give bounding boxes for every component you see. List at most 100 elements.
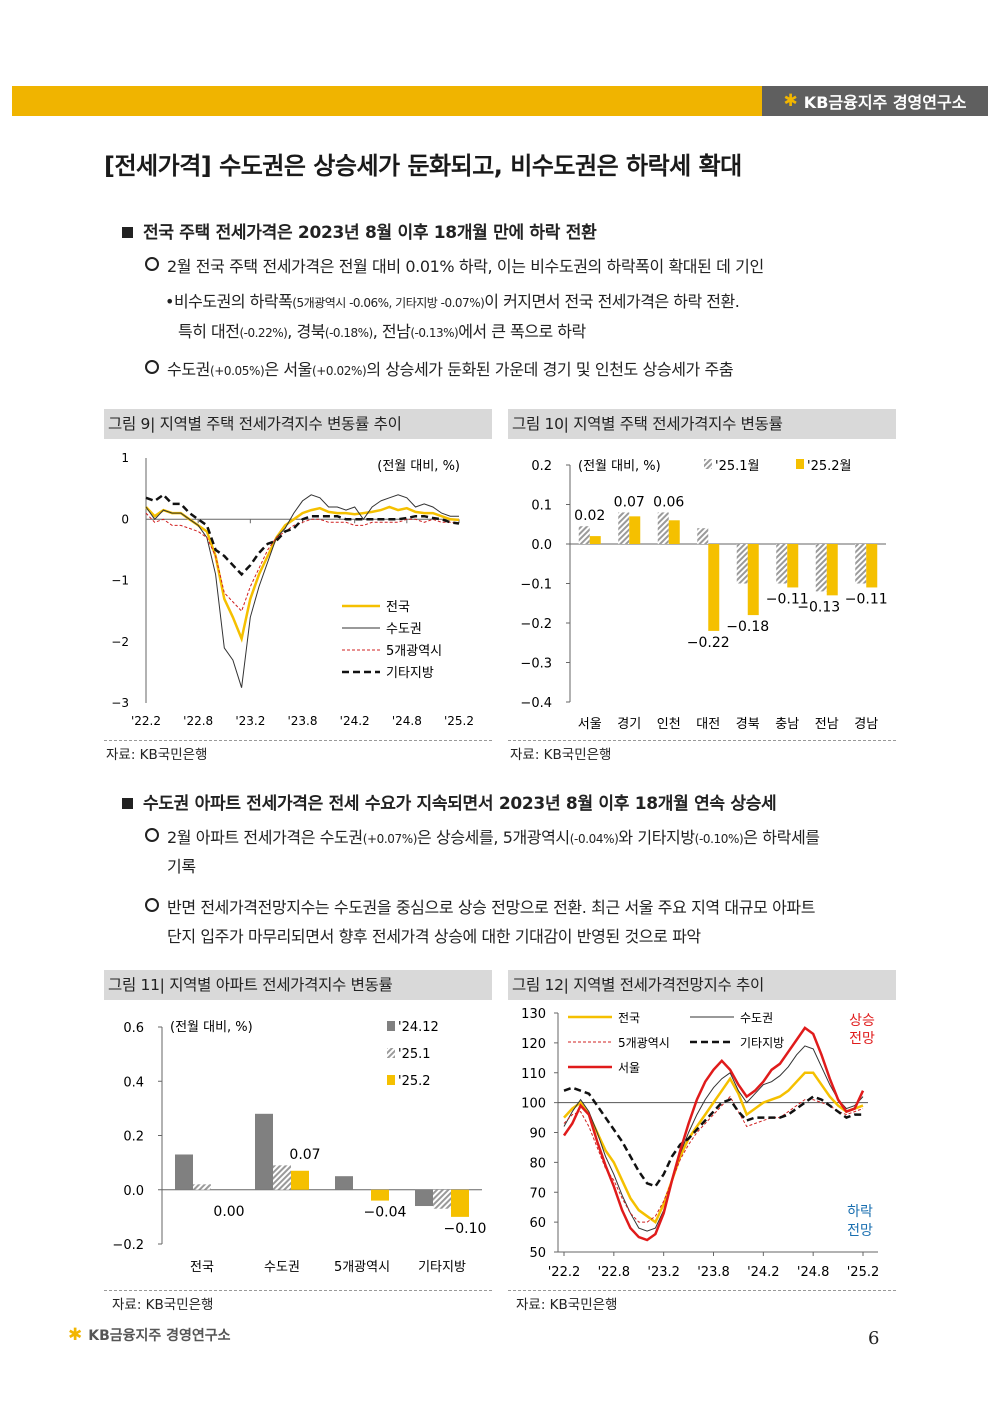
bar-'25.2월 xyxy=(668,520,680,544)
data-label: −0.10 xyxy=(444,1221,487,1237)
text: 은 상승세를, 5개광역시 xyxy=(417,828,570,847)
legend-label: '25.1 xyxy=(398,1047,431,1062)
series-line-수도권 xyxy=(563,1045,864,1232)
text: (-0.04%) xyxy=(569,832,619,846)
y-tick-label: −0.3 xyxy=(520,657,552,672)
annotation-down: 하락 xyxy=(847,1204,873,1220)
bar-'25.2월 xyxy=(826,544,838,596)
legend-label: 전국 xyxy=(618,1011,640,1025)
x-category-label: 인천 xyxy=(657,717,681,732)
fig9-source: 자료: KB국민은행 xyxy=(106,747,208,763)
y-tick-label: 50 xyxy=(529,1246,546,1261)
bar-'25.2 xyxy=(451,1189,469,1217)
section2-heading: 수도권 아파트 전세가격은 전세 수요가 지속되면서 2023년 8월 이후 1… xyxy=(122,789,777,814)
bullet-text: 2월 전국 주택 전세가격은 전월 대비 0.01% 하락, 이는 비수도권의 … xyxy=(167,257,764,276)
section2-heading-text: 수도권 아파트 전세가격은 전세 수요가 지속되면서 2023년 8월 이후 1… xyxy=(143,794,777,814)
y-tick-label: 0.1 xyxy=(531,499,552,514)
x-tick-label: '25.2 xyxy=(444,714,474,728)
data-label: −0.18 xyxy=(726,619,769,635)
bar-'25.2월 xyxy=(589,536,601,544)
x-tick-label: '22.2 xyxy=(548,1265,581,1280)
x-category-label: 전국 xyxy=(190,1260,214,1275)
text: (+0.02%) xyxy=(311,364,367,378)
y-tick-label: 110 xyxy=(521,1067,546,1082)
legend-label: '25.1월 xyxy=(715,459,759,474)
text: 의 상승세가 둔화된 가운데 경기 및 인천도 상승세가 주춤 xyxy=(366,360,734,379)
x-tick-label: '23.8 xyxy=(287,714,317,728)
data-label: −0.13 xyxy=(797,599,840,615)
circle-bullet-icon xyxy=(145,360,159,374)
section2-bullet1-line2: 기록 xyxy=(167,857,196,876)
legend-label: '24.12 xyxy=(398,1020,439,1035)
fig11-source: 자료: KB국민은행 xyxy=(112,1297,214,1313)
fig10-caption: 그림 10| 지역별 주택 전세가격지수 변동률 xyxy=(508,409,896,439)
y-tick-label: 0.0 xyxy=(531,538,552,553)
text: 은 하락세를 xyxy=(743,828,820,847)
section1-heading-text: 전국 주택 전세가격은 2023년 8월 이후 18개월 만에 하락 전환 xyxy=(143,223,597,243)
text: (-0.18%) xyxy=(324,326,373,340)
fig9-chart: 1 0 −1 −2 −3'22.2 '22.8 '23.2 '23.8 '24.2 '24.8 '2… xyxy=(111,451,474,728)
text: 수도권 xyxy=(167,360,210,379)
legend-label: '25.2 xyxy=(398,1074,431,1089)
fig10-chart: 0.2 0.1 0.0 −0.1 −0.2 −0.3 −0.4 0.02 서울 0.07 경기 0.0… xyxy=(520,459,888,732)
text: 특히 대전 xyxy=(178,322,240,341)
x-tick-label: '24.8 xyxy=(797,1265,830,1280)
bar-'25.1 xyxy=(273,1165,291,1190)
unit-note: (전월 대비, %) xyxy=(377,459,460,474)
square-bullet-icon xyxy=(122,227,133,238)
legend-label: 5개광역시 xyxy=(386,644,442,659)
bar-'24.12 xyxy=(175,1154,193,1190)
text: 2월 아파트 전세가격은 수도권 xyxy=(167,828,363,847)
header-logo: ✱ KB금융지주 경영연구소 xyxy=(762,86,988,116)
x-tick-label: '24.8 xyxy=(392,714,422,728)
square-bullet-icon xyxy=(122,798,133,809)
x-tick-label: '25.2 xyxy=(847,1265,880,1280)
data-label: −0.11 xyxy=(766,591,809,607)
y-tick-label: 100 xyxy=(521,1097,546,1112)
y-tick-label: 70 xyxy=(529,1186,546,1201)
bar-'25.1월 xyxy=(697,528,709,544)
text: 이 커지면서 전국 전세가격은 하락 전환. xyxy=(484,292,740,311)
data-label: 0.07 xyxy=(614,494,645,510)
page-number: 6 xyxy=(868,1328,880,1349)
annotation-up: 상승 xyxy=(849,1013,875,1029)
y-tick-label: −0.4 xyxy=(520,696,552,711)
data-label: 0.07 xyxy=(289,1147,320,1163)
section1-sub1-line2: 특히 대전(-0.22%), 경북(-0.18%), 전남(-0.13%)에서 … xyxy=(178,317,586,348)
fig12-caption: 그림 12| 지역별 전세가격전망지수 추이 xyxy=(508,970,896,1000)
annotation-up: 전망 xyxy=(849,1031,875,1047)
bar-'25.1월 xyxy=(776,544,788,584)
text: (-0.22%) xyxy=(239,326,288,340)
header-bar xyxy=(12,86,762,116)
legend-label: 전국 xyxy=(386,600,410,615)
divider xyxy=(104,740,492,741)
section1-sub1-line1: •비수도권의 하락폭(5개광역시 -0.06%, 기타지방 -0.07%)이 커… xyxy=(165,292,740,311)
data-label: −0.11 xyxy=(845,591,888,607)
x-tick-label: '24.2 xyxy=(747,1265,780,1280)
y-tick-label: 0 xyxy=(121,512,129,526)
y-tick-label: −0.1 xyxy=(520,578,552,593)
text: 비수도권의 하락폭 xyxy=(173,292,293,311)
section2-bullet2-line2: 단지 입주가 마무리되면서 향후 전세가격 상승에 대한 기대감이 반영된 것으… xyxy=(167,927,701,946)
bar-'25.1 xyxy=(433,1189,451,1209)
legend-label: 기타지방 xyxy=(386,666,434,681)
x-category-label: 경북 xyxy=(736,717,760,732)
series-line-전국 xyxy=(145,505,460,643)
fig12-source: 자료: KB국민은행 xyxy=(516,1297,618,1313)
header-brand: KB금융지주 경영연구소 xyxy=(803,93,967,112)
x-tick-label: '22.8 xyxy=(183,714,213,728)
x-category-label: 5개광역시 xyxy=(334,1260,390,1275)
text: 반면 전세가격전망지수는 수도권을 중심으로 상승 전망으로 전환. 최근 서울… xyxy=(167,898,816,917)
legend-label: 서울 xyxy=(618,1061,640,1075)
x-category-label: 서울 xyxy=(578,717,602,732)
page-title: [전세가격] 수도권은 상승세가 둔화되고, 비수도권은 하락세 확대 xyxy=(104,152,742,180)
bar-'25.1월 xyxy=(657,512,669,544)
y-tick-label: −1 xyxy=(111,574,129,588)
fig12-chart: 130 120 110 100 90 80 70 60 50'22.2 '22.8 '23.2 '23… xyxy=(521,1007,880,1280)
x-category-label: 대전 xyxy=(696,717,720,732)
series-line-기타지방 xyxy=(563,1086,863,1188)
x-category-label: 전남 xyxy=(815,717,839,732)
series-line-수도권 xyxy=(145,494,459,688)
series-line-5개광역시 xyxy=(145,512,460,613)
x-tick-label: '23.2 xyxy=(647,1265,680,1280)
